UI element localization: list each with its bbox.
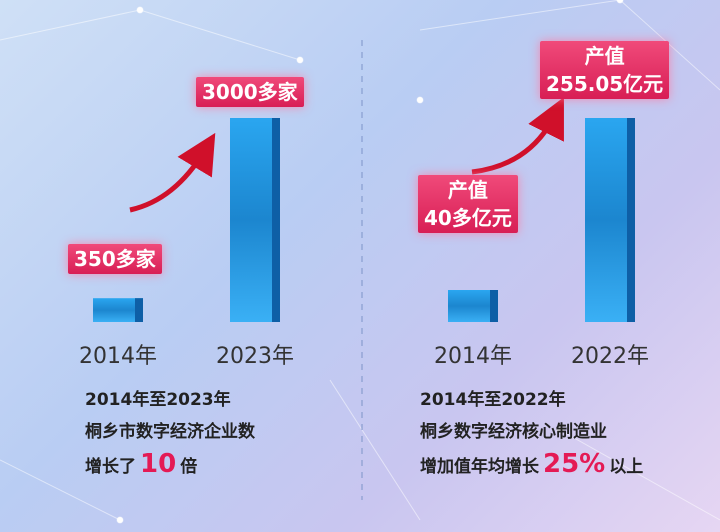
bar (448, 290, 498, 322)
bar-side (490, 290, 498, 322)
note-text: 增加值年均增长 (420, 457, 539, 477)
value-label: 350多家 (68, 244, 162, 274)
growth-arrow (129, 132, 216, 213)
note-line: 2014年至2022年 (420, 390, 566, 410)
note-text: 倍 (180, 457, 198, 477)
highlight-value: 25% (543, 449, 606, 479)
note-text: 以上 (609, 457, 644, 477)
bar (93, 298, 143, 322)
value-label: 产值 255.05亿元 (540, 41, 670, 99)
x-tick-label: 2014年 (434, 344, 512, 369)
note-line: 桐乡数字经济核心制造业 (420, 422, 607, 442)
x-tick-label: 2023年 (216, 344, 294, 369)
note-text: 增长了 (85, 457, 136, 477)
highlight-line: 增加值年均增长 25% 以上 (420, 448, 643, 483)
x-tick-label: 2014年 (79, 344, 157, 369)
bar-side (272, 118, 280, 322)
bar (230, 118, 280, 322)
highlight-value: 10 (140, 449, 177, 479)
bar-side (135, 298, 143, 322)
note-line: 桐乡市数字经济企业数 (85, 422, 255, 442)
x-tick-label: 2022年 (571, 344, 649, 369)
value-label: 3000多家 (196, 77, 304, 107)
note-line: 2014年至2023年 (85, 390, 231, 410)
bar-side (627, 118, 635, 322)
value-label: 产值 40多亿元 (418, 175, 518, 233)
growth-arrow (471, 97, 564, 175)
bar (585, 118, 635, 322)
highlight-line: 增长了 10 倍 (85, 448, 197, 483)
